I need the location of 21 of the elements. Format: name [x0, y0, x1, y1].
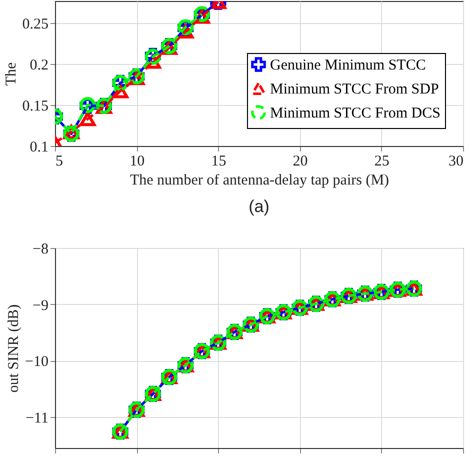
y-tick-label: −8: [32, 242, 48, 258]
legend-label: Minimum STCC From DCS: [270, 106, 440, 122]
x-tick-label: 25: [374, 154, 390, 170]
y-tick-label: 0.15: [22, 98, 48, 115]
y-tick-label: −11: [26, 410, 48, 427]
text: (a): [248, 197, 270, 216]
legend-label: Minimum STCC From SDP: [270, 82, 439, 98]
y-tick-label: 0.25: [22, 16, 48, 33]
y-tick-label: −10: [25, 354, 48, 370]
x-tick-label: 5: [56, 154, 63, 170]
y-axis-title: out SINR (dB): [6, 304, 22, 393]
x-tick-label: 20: [292, 154, 308, 170]
y-tick-label: 0.1: [30, 140, 48, 156]
y-tick-label: −9: [32, 298, 48, 314]
x-tick-label: 10: [130, 154, 145, 170]
y-tick-label: 0.2: [30, 58, 48, 74]
x-tick-label: 30: [448, 154, 464, 170]
legend-label: Genuine Minimum STCC: [270, 58, 426, 74]
x-axis-title: The number of antenna-delay tap pairs (M): [130, 172, 390, 188]
y-axis-title: The: [3, 62, 20, 86]
x-tick-label: 15: [211, 154, 226, 170]
